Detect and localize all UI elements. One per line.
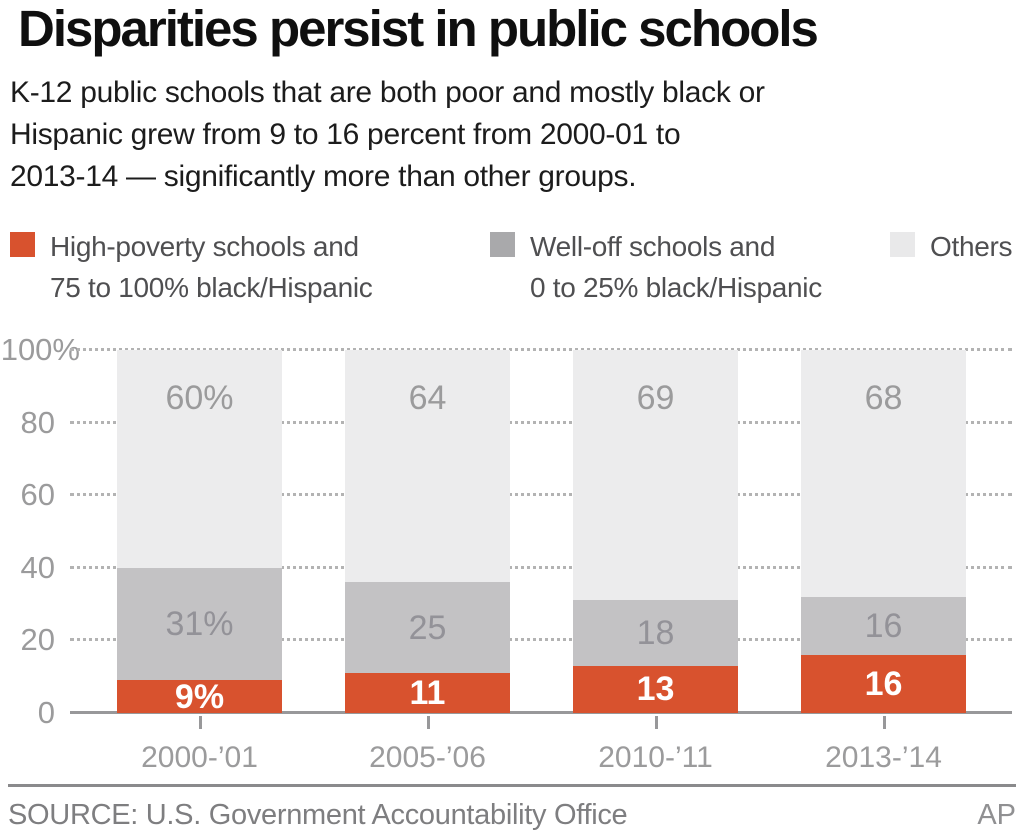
stacked-bar-chart: 100% 80 60 40 20 0 9% 31% 60% 11 25 64 13 18 69 16 16 68… — [0, 332, 1024, 785]
legend-item-well-off: Well-off schools and 0 to 25% black/Hisp… — [490, 226, 822, 308]
legend-swatch-high-poverty — [10, 232, 35, 257]
chart-subtitle: K-12 public schools that are both poor a… — [10, 72, 765, 198]
bar-value-label: 31% — [165, 605, 234, 644]
legend-label: High-poverty schools and — [50, 231, 359, 262]
ap-credit: AP — [977, 799, 1016, 831]
bar-group: 13 18 69 — [573, 350, 738, 713]
y-tick-label: 60 — [20, 477, 55, 513]
gridline-40 — [70, 565, 1012, 569]
bar-segment: 69 — [573, 350, 738, 601]
bar-value-label: 69 — [636, 379, 675, 417]
y-tick-label: 40 — [20, 549, 55, 585]
source-attribution: SOURCE: U.S. Government Accountability O… — [8, 799, 628, 831]
bar-segment: 31% — [117, 567, 282, 681]
legend-item-others: Others — [890, 226, 1013, 267]
y-tick-label: 20 — [20, 622, 55, 658]
gridline-100 — [70, 348, 1012, 351]
legend-swatch-well-off — [490, 232, 515, 257]
y-tick-label: 0 — [37, 695, 55, 730]
subtitle-line: 2013-14 — significantly more than other … — [10, 160, 637, 193]
footer-divider — [8, 784, 1016, 787]
bar-segment: 68 — [801, 350, 966, 597]
bar-segment: 9% — [117, 678, 282, 716]
bar-segment: 16 — [801, 596, 966, 655]
x-axis-tick — [654, 716, 658, 729]
bar-segment: 16 — [801, 654, 966, 713]
bar-value-label: 68 — [864, 379, 903, 417]
x-tick-label: 2005-’06 — [369, 741, 486, 774]
bar-value-label: 25 — [408, 608, 447, 647]
bar-segment: 60% — [117, 350, 282, 568]
gridline-60 — [70, 493, 1012, 497]
x-axis-tick — [426, 716, 430, 729]
x-axis-tick — [882, 716, 886, 729]
legend-swatch-others — [890, 232, 915, 257]
legend-label: 75 to 100% black/Hispanic — [50, 272, 373, 303]
x-axis-tick — [198, 716, 202, 729]
bar-value-label: 16 — [864, 606, 903, 645]
y-tick-label: 80 — [20, 404, 55, 440]
bar-value-label: 9% — [174, 677, 225, 716]
x-tick-label: 2010-’11 — [598, 741, 713, 774]
bar-group: 16 16 68 — [801, 350, 966, 713]
bar-group: 9% 31% 60% — [117, 350, 282, 716]
bar-segment: 25 — [345, 582, 510, 674]
bar-segment: 18 — [573, 600, 738, 666]
bar-value-label: 18 — [636, 614, 675, 653]
page-title: Disparities persist in public schools — [18, 0, 819, 57]
bar-value-label: 60% — [165, 379, 234, 417]
y-tick-label: 100% — [0, 332, 80, 367]
bar-segment: 11 — [345, 673, 510, 713]
legend-label: Well-off schools and — [530, 231, 776, 262]
legend-label: Others — [930, 231, 1013, 262]
plot-area: 9% 31% 60% 11 25 64 13 18 69 16 16 68 2000-’01 2005-… — [70, 348, 1012, 774]
bar-value-label: 11 — [409, 674, 446, 713]
bar-segment: 13 — [573, 665, 738, 713]
legend-label: 0 to 25% black/Hispanic — [530, 272, 822, 303]
legend-item-high-poverty: High-poverty schools and 75 to 100% blac… — [10, 226, 373, 308]
bar-value-label: 13 — [636, 670, 675, 709]
bar-value-label: 16 — [864, 664, 903, 703]
bar-group: 11 25 64 — [345, 350, 510, 713]
x-tick-label: 2000-’01 — [141, 741, 258, 774]
x-axis-line — [70, 711, 1012, 714]
gridline-80 — [70, 420, 1012, 424]
subtitle-line: K-12 public schools that are both poor a… — [10, 76, 765, 109]
bar-segment: 64 — [345, 350, 510, 583]
gridline-20 — [70, 638, 1012, 642]
bar-value-label: 64 — [408, 379, 447, 417]
subtitle-line: Hispanic grew from 9 to 16 percent from … — [10, 118, 681, 151]
x-tick-label: 2013-’14 — [825, 741, 942, 774]
